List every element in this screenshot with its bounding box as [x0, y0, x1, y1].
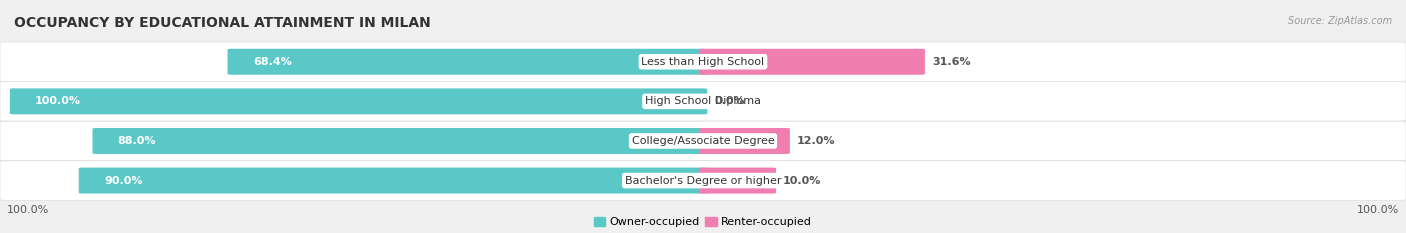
Text: 0.0%: 0.0% [714, 96, 745, 106]
Text: 100.0%: 100.0% [1357, 205, 1399, 215]
Legend: Owner-occupied, Renter-occupied: Owner-occupied, Renter-occupied [595, 217, 811, 227]
Text: OCCUPANCY BY EDUCATIONAL ATTAINMENT IN MILAN: OCCUPANCY BY EDUCATIONAL ATTAINMENT IN M… [14, 16, 430, 30]
Text: Source: ZipAtlas.com: Source: ZipAtlas.com [1288, 16, 1392, 26]
FancyBboxPatch shape [699, 168, 776, 194]
Text: Less than High School: Less than High School [641, 57, 765, 67]
FancyBboxPatch shape [0, 42, 1406, 82]
Text: 31.6%: 31.6% [932, 57, 970, 67]
Text: 100.0%: 100.0% [7, 205, 49, 215]
Text: 68.4%: 68.4% [253, 57, 291, 67]
Text: Bachelor's Degree or higher: Bachelor's Degree or higher [624, 176, 782, 185]
Text: High School Diploma: High School Diploma [645, 96, 761, 106]
Text: 100.0%: 100.0% [35, 96, 82, 106]
Text: 10.0%: 10.0% [783, 176, 821, 185]
FancyBboxPatch shape [699, 49, 925, 75]
FancyBboxPatch shape [228, 49, 707, 75]
FancyBboxPatch shape [79, 168, 707, 194]
Text: 12.0%: 12.0% [797, 136, 835, 146]
Text: College/Associate Degree: College/Associate Degree [631, 136, 775, 146]
FancyBboxPatch shape [10, 88, 707, 114]
FancyBboxPatch shape [0, 121, 1406, 161]
Text: 88.0%: 88.0% [118, 136, 156, 146]
FancyBboxPatch shape [699, 128, 790, 154]
FancyBboxPatch shape [93, 128, 707, 154]
FancyBboxPatch shape [0, 82, 1406, 121]
FancyBboxPatch shape [0, 161, 1406, 200]
Text: 90.0%: 90.0% [104, 176, 142, 185]
